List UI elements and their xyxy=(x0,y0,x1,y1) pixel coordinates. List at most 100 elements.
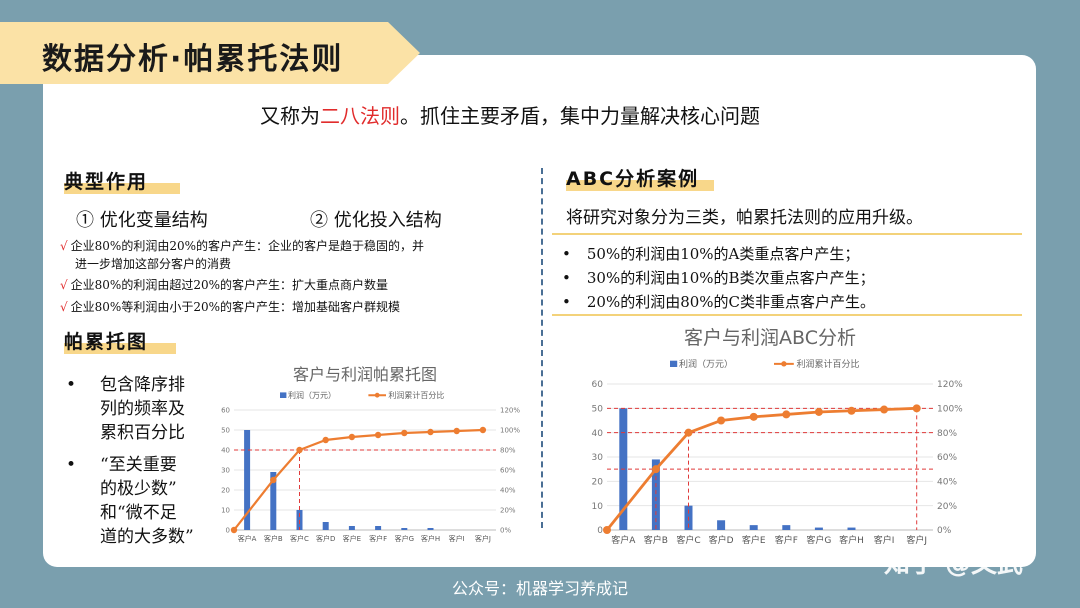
bar-客户E xyxy=(749,525,758,530)
x-tick-label: 客户F xyxy=(775,534,798,546)
cumulative-line xyxy=(605,406,917,531)
legend-swatch-bar xyxy=(280,392,287,398)
y2-tick-label: 80% xyxy=(500,446,516,454)
section-pareto-chart: 帕累托图 xyxy=(64,327,176,354)
cumulative-line xyxy=(233,428,483,531)
bar-客户D xyxy=(322,522,329,530)
y-tick-label: 10 xyxy=(221,506,230,514)
cumulative-point-1 xyxy=(651,465,660,474)
bar-客户G xyxy=(401,528,408,530)
page-title: 数据分析·帕累托法则 xyxy=(42,42,344,77)
y-tick-label: 40 xyxy=(221,446,230,454)
y-tick-label: 10 xyxy=(592,502,604,512)
cumulative-point-5 xyxy=(374,431,382,439)
x-tick-label: 客户J xyxy=(906,534,927,546)
y-tick-label: 0 xyxy=(226,526,230,534)
cumulative-point-8 xyxy=(880,405,889,414)
cumulative-point-0 xyxy=(230,526,238,534)
bar-客户E xyxy=(348,526,355,530)
footer-credit: 公众号：机器学习养成记 xyxy=(451,579,628,598)
left-bullet-1: • 包含降序排 列的频率及 累积百分比 xyxy=(66,375,185,443)
y2-tick-label: 60% xyxy=(500,466,516,474)
y-tick-label: 30 xyxy=(221,466,230,474)
bar-客户H xyxy=(427,528,434,530)
cumulative-point-1 xyxy=(270,476,277,484)
legend-swatch-bar xyxy=(670,360,678,367)
y2-tick-label: 120% xyxy=(500,406,520,414)
x-tick-label: 客户B xyxy=(264,534,283,543)
x-tick-label: 客户A xyxy=(238,534,257,543)
legend-label-bar: 利润（万元） xyxy=(679,358,733,370)
check-line-3: √ 企业80%等利润由小于20%的客户产生：增加基础客户群规模 xyxy=(60,300,401,314)
bar-客户F xyxy=(782,525,791,530)
cumulative-point-9 xyxy=(912,404,921,413)
left-bullet-2: • “至关重要 的极少数” 和“微不足 道的大多数” xyxy=(66,455,194,547)
y2-tick-label: 0% xyxy=(937,526,952,536)
check-line-1: √ 企业80%的利润由20%的客户产生：企业的客户是趋于稳固的，并 xyxy=(60,239,425,253)
rule-bottom xyxy=(552,314,1022,316)
cumulative-point-6 xyxy=(814,407,823,416)
y2-tick-label: 100% xyxy=(500,426,520,434)
cumulative-point-6 xyxy=(401,429,408,437)
title-banner xyxy=(0,22,420,84)
cumulative-point-7 xyxy=(847,406,856,415)
check-line-1b: 进一步增加这部分客户的消费 xyxy=(75,257,232,271)
item-1: ① 优化变量结构 xyxy=(76,210,208,231)
bar-客户B xyxy=(651,459,660,530)
x-tick-label: 客户E xyxy=(343,534,361,543)
bar-客户B xyxy=(270,472,277,530)
section-abc-case: ABC分析案例 xyxy=(566,164,714,191)
check-line-2: √ 企业80%的利润由超过20%的客户产生：扩大重点商户数量 xyxy=(60,278,389,292)
abc-description: 将研究对象分为三类，帕累托法则的应用升级。 xyxy=(566,208,923,228)
cumulative-point-8 xyxy=(453,427,460,435)
x-tick-label: 客户G xyxy=(395,534,414,543)
x-tick-label: 客户E xyxy=(742,534,766,546)
column-divider xyxy=(541,168,543,528)
legend-label-line: 利润累计百分比 xyxy=(797,358,860,370)
item-2: ② 优化投入结构 xyxy=(310,210,442,231)
bar-客户A xyxy=(244,430,251,530)
y2-tick-label: 80% xyxy=(937,429,957,439)
x-tick-label: 客户H xyxy=(421,534,440,543)
subtitle-highlight: 二八法则 xyxy=(320,104,400,128)
y-tick-label: 50 xyxy=(592,404,604,414)
legend-label-bar: 利润（万元） xyxy=(288,390,336,400)
bar-客户F xyxy=(375,526,382,530)
y2-tick-label: 120% xyxy=(937,380,963,390)
cumulative-point-2 xyxy=(296,446,303,454)
bar-客户G xyxy=(814,527,823,530)
legend-label-line: 利润累计百分比 xyxy=(388,390,444,400)
y-tick-label: 60 xyxy=(592,380,604,390)
y2-tick-label: 60% xyxy=(937,453,957,463)
x-tick-label: 客户A xyxy=(611,534,636,546)
x-tick-label: 客户D xyxy=(709,534,734,546)
section-typical-uses: 典型作用 xyxy=(64,167,180,194)
y-tick-label: 0 xyxy=(597,526,603,536)
y-tick-label: 50 xyxy=(221,426,230,434)
y-tick-label: 40 xyxy=(592,429,604,439)
y-tick-label: 30 xyxy=(592,453,604,463)
cumulative-point-4 xyxy=(749,412,758,421)
cumulative-point-7 xyxy=(427,428,434,436)
y-tick-label: 20 xyxy=(221,486,230,494)
abc-bullet-3: • 20%的利润由80%的C类非重点客户产生。 xyxy=(562,293,876,311)
rule-top xyxy=(552,233,1022,235)
watermark: 知乎 @文武 xyxy=(884,549,1024,579)
x-tick-label: 客户H xyxy=(839,534,864,546)
x-tick-label: 客户D xyxy=(316,534,335,543)
cumulative-point-5 xyxy=(782,410,791,419)
y2-tick-label: 20% xyxy=(500,506,516,514)
y2-tick-label: 100% xyxy=(937,404,963,414)
cumulative-point-9 xyxy=(479,426,487,434)
cumulative-point-3 xyxy=(717,416,726,425)
y-tick-label: 60 xyxy=(221,406,230,414)
cumulative-point-0 xyxy=(603,526,611,534)
y2-tick-label: 20% xyxy=(937,502,957,512)
abc-bullet-2: • 30%的利润由10%的B类次重点客户产生； xyxy=(562,269,875,287)
bar-客户D xyxy=(717,520,726,530)
x-tick-label: 客户F xyxy=(369,534,387,543)
x-tick-label: 客户I xyxy=(874,534,895,546)
abc-bullet-1: • 50%的利润由10%的A类重点客户产生； xyxy=(562,245,860,263)
